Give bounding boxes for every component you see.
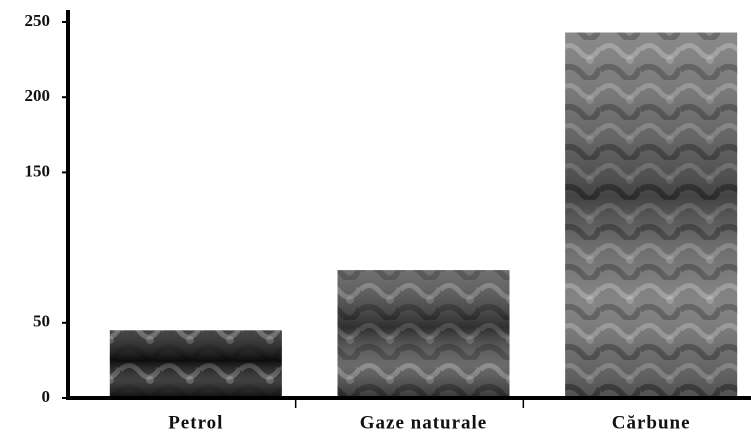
y-tick-label: 200 bbox=[25, 86, 51, 105]
x-tick-label: Petrol bbox=[168, 412, 223, 433]
bar-shade bbox=[338, 270, 510, 398]
y-tick-label: 250 bbox=[25, 11, 51, 30]
x-tick-label: Gaze naturale bbox=[360, 412, 488, 433]
bar-shade bbox=[110, 330, 282, 398]
bar-shade bbox=[565, 33, 737, 398]
y-tick-label: 50 bbox=[33, 312, 50, 331]
y-tick-label: 0 bbox=[42, 387, 51, 406]
bars bbox=[110, 33, 737, 398]
chart: 0 50 150 200 250 Petrol Gaze naturale Cărbune bbox=[0, 0, 751, 438]
x-tick-label: Cărbune bbox=[612, 412, 691, 433]
y-tick-label: 150 bbox=[25, 161, 51, 180]
